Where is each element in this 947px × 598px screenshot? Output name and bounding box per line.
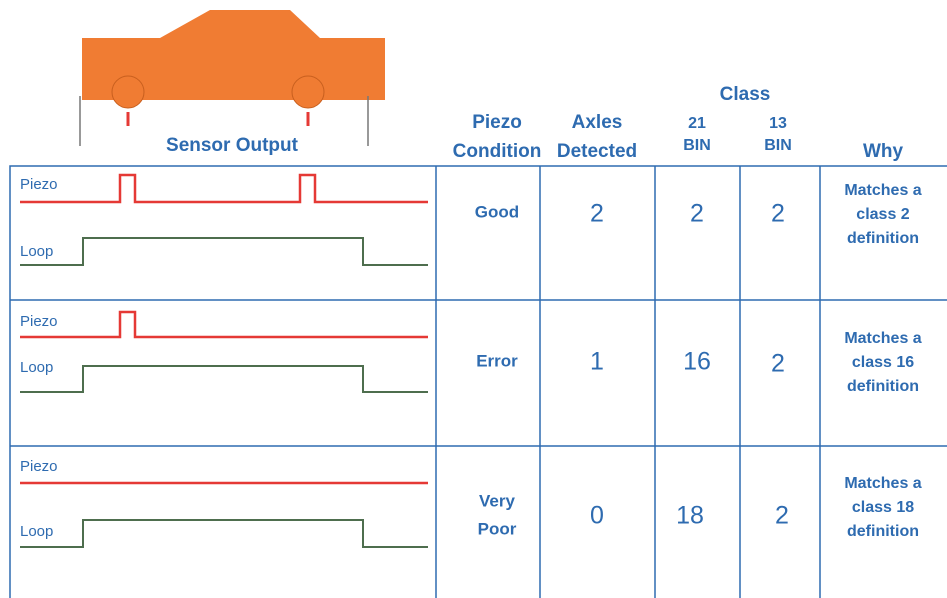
header-condition: Condition: [453, 141, 542, 162]
why: class 2: [856, 206, 909, 223]
axles: 1: [590, 348, 604, 376]
bin21: 2: [690, 200, 704, 228]
header-bin13: 13: [769, 115, 787, 132]
header-sensor: Sensor Output: [166, 135, 299, 156]
car: [79, 10, 385, 146]
header-bin13: BIN: [764, 137, 792, 154]
header-class: Class: [720, 84, 771, 105]
piezo-label: Piezo: [20, 313, 58, 330]
header-bin21: 21: [688, 115, 706, 132]
table-grid: [9, 165, 947, 598]
bin13: 2: [775, 502, 789, 530]
condition: Good: [475, 202, 519, 221]
header-why: Why: [863, 141, 904, 162]
header-axles: Axles: [572, 112, 623, 133]
axles: 0: [590, 502, 604, 530]
axles: 2: [590, 200, 604, 228]
condition: Poor: [478, 519, 517, 538]
header-axles: Detected: [557, 141, 637, 162]
condition: Error: [476, 351, 518, 370]
why: Matches a: [844, 182, 921, 199]
why: Matches a: [844, 330, 921, 347]
condition: Very: [479, 491, 515, 510]
why: definition: [847, 378, 919, 395]
loop-label: Loop: [20, 243, 53, 260]
loop-label: Loop: [20, 359, 53, 376]
why: definition: [847, 523, 919, 540]
why: class 18: [852, 499, 914, 516]
bin21: 16: [683, 348, 711, 376]
header-condition: Piezo: [472, 112, 522, 133]
bin13: 2: [771, 350, 785, 378]
why: definition: [847, 230, 919, 247]
why: Matches a: [844, 475, 921, 492]
bin21: 18: [676, 502, 704, 530]
waveforms: [20, 173, 428, 548]
bin13: 2: [771, 200, 785, 228]
piezo-label: Piezo: [20, 458, 58, 475]
header-bin21: BIN: [683, 137, 711, 154]
why: class 16: [852, 354, 914, 371]
loop-label: Loop: [20, 523, 53, 540]
piezo-label: Piezo: [20, 176, 58, 193]
